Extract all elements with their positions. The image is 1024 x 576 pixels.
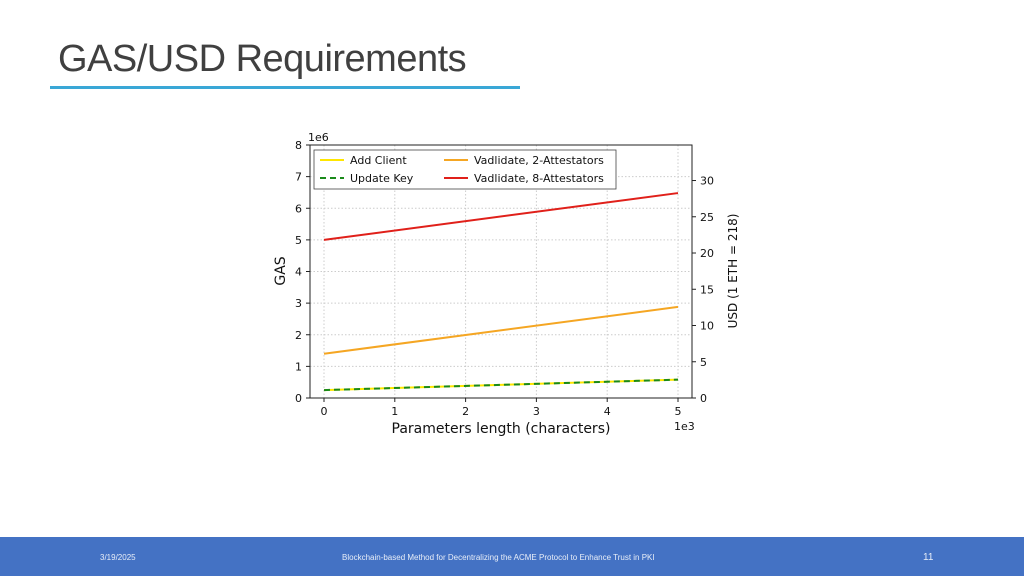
x-multiplier: 1e3	[674, 420, 695, 433]
y2-tick-label: 5	[700, 356, 707, 369]
x-tick-label: 0	[321, 405, 328, 418]
y-tick-label: 4	[295, 266, 302, 279]
y2-tick-label: 10	[700, 320, 714, 333]
y-tick-label: 8	[295, 139, 302, 152]
footer-bar: 3/19/2025 Blockchain-based Method for De…	[0, 537, 1024, 576]
y-axis-label: GAS	[273, 256, 289, 285]
title-underline	[50, 86, 520, 89]
x-tick-label: 4	[604, 405, 611, 418]
footer-date: 3/19/2025	[100, 553, 136, 562]
legend-label: Add Client	[350, 154, 407, 167]
series-line-vadlidate-2-attestators	[323, 305, 679, 355]
y2-axis-label: USD (1 ETH = 218)	[726, 214, 740, 329]
x-axis-label: Parameters length (characters)	[392, 421, 611, 437]
legend-label: Update Key	[350, 172, 414, 185]
series-line-vadlidate-8-attestators	[323, 192, 679, 241]
series-layer	[323, 192, 679, 392]
y-axis-ticks: 0 1 2 3 4 5 6 7 8	[295, 139, 310, 405]
y-tick-label: 5	[295, 234, 302, 247]
y-tick-label: 1	[295, 360, 302, 373]
y2-tick-label: 20	[700, 247, 714, 260]
legend: Add Client Update Key Vadlidate, 2-Attesta…	[320, 154, 604, 185]
y-tick-label: 3	[295, 297, 302, 310]
y2-tick-label: 30	[700, 175, 714, 188]
y-tick-label: 6	[295, 202, 302, 215]
y2-tick-label: 15	[700, 283, 714, 296]
page-number: 11	[923, 552, 934, 563]
y-tick-label: 2	[295, 329, 302, 342]
y-multiplier: 1e6	[308, 131, 329, 144]
x-tick-label: 5	[675, 405, 682, 418]
x-tick-label: 1	[391, 405, 398, 418]
y2-tick-label: 25	[700, 211, 714, 224]
x-axis-ticks: 0 1 2 3 4 5	[321, 398, 682, 418]
y-tick-label: 7	[295, 171, 302, 184]
x-tick-label: 3	[533, 405, 540, 418]
gas-usd-chart: 0 1 2 3 4 5 0 1 2 3 4 5 6 7 8 0 5 10 15 20 25 30 1e6 1e3 Pa…	[273, 131, 740, 437]
y-tick-label: 0	[295, 392, 302, 405]
footer-title: Blockchain-based Method for Decentralizi…	[342, 553, 655, 562]
slide-title: GAS/USD Requirements	[58, 38, 467, 80]
x-tick-label: 2	[462, 405, 469, 418]
series-line-update-key	[323, 378, 679, 392]
legend-box	[313, 149, 617, 190]
legend-label: Vadlidate, 8-Attestators	[474, 172, 604, 185]
y2-axis-ticks: 0 5 10 15 20 25 30	[692, 175, 714, 405]
y2-tick-label: 0	[700, 392, 707, 405]
legend-label: Vadlidate, 2-Attestators	[474, 154, 604, 167]
